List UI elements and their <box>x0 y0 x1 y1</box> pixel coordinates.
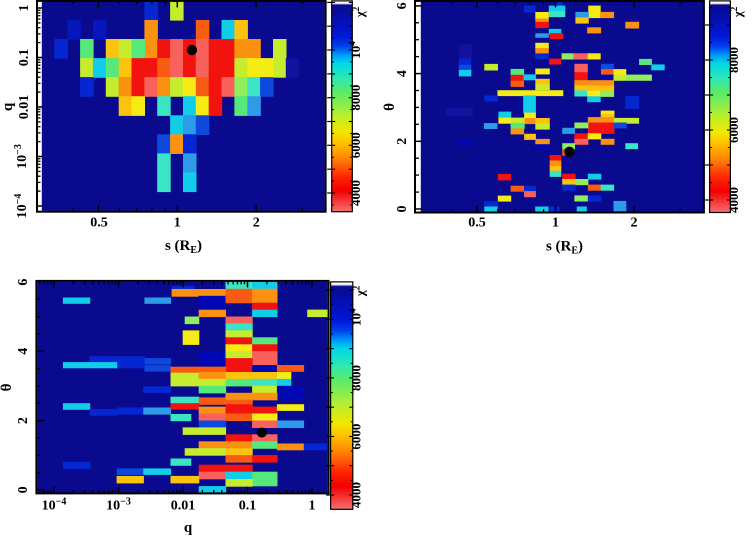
svg-text:q: q <box>184 520 193 536</box>
svg-text:1: 1 <box>17 5 32 12</box>
svg-text:0.5: 0.5 <box>90 216 108 231</box>
svg-text:4000: 4000 <box>348 180 363 206</box>
svg-text:0.5: 0.5 <box>468 216 486 231</box>
svg-text:4000: 4000 <box>726 187 741 213</box>
svg-text:104: 104 <box>348 308 364 326</box>
svg-text:2: 2 <box>395 138 410 145</box>
svg-text:4000: 4000 <box>349 482 364 508</box>
svg-text:χ2: χ2 <box>352 285 368 297</box>
svg-text:10−3: 10−3 <box>106 497 131 514</box>
svg-text:1: 1 <box>552 216 559 231</box>
svg-text:6000: 6000 <box>726 117 741 143</box>
svg-text:4: 4 <box>16 348 31 355</box>
svg-text:8000: 8000 <box>726 47 741 73</box>
svg-text:8000: 8000 <box>349 365 364 391</box>
svg-text:6000: 6000 <box>349 424 364 450</box>
svg-text:10−4: 10−4 <box>42 497 67 514</box>
svg-text:1: 1 <box>174 216 181 231</box>
svg-text:0.01: 0.01 <box>171 499 196 514</box>
svg-text:6: 6 <box>16 279 31 286</box>
svg-text:0.1: 0.1 <box>17 49 32 67</box>
svg-text:4: 4 <box>395 70 410 77</box>
svg-text:1: 1 <box>309 499 316 514</box>
svg-text:χ2: χ2 <box>351 6 367 18</box>
svg-text:6: 6 <box>395 2 410 9</box>
svg-text:8000: 8000 <box>348 85 363 111</box>
svg-text:0.01: 0.01 <box>17 95 32 120</box>
svg-text:6000: 6000 <box>348 132 363 158</box>
svg-text:q: q <box>0 102 16 111</box>
svg-text:104: 104 <box>347 41 363 59</box>
svg-text:10−3: 10−3 <box>13 144 30 169</box>
svg-text:0: 0 <box>16 486 31 493</box>
svg-text:2: 2 <box>631 216 638 231</box>
svg-text:θ: θ <box>0 383 15 391</box>
svg-text:0.1: 0.1 <box>239 499 257 514</box>
svg-text:10−4: 10−4 <box>13 194 30 219</box>
svg-text:χ2: χ2 <box>729 6 745 18</box>
svg-text:s (RE): s (RE) <box>546 239 583 257</box>
svg-text:s (RE): s (RE) <box>165 238 202 256</box>
svg-text:2: 2 <box>16 417 31 424</box>
svg-text:0: 0 <box>395 206 410 213</box>
svg-text:2: 2 <box>253 216 260 231</box>
svg-text:θ: θ <box>382 103 398 111</box>
